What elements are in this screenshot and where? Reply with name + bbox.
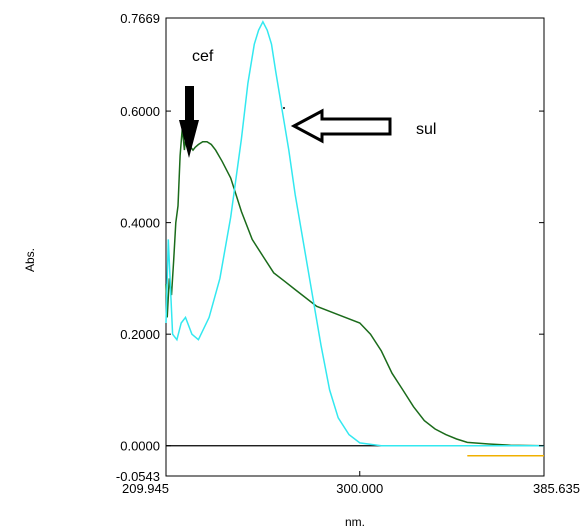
y-tick-label: -0.0543 (116, 469, 160, 484)
down-arrow-icon (179, 86, 199, 158)
y-axis-label: Abs. (23, 248, 37, 272)
left-arrow-icon (290, 108, 392, 144)
y-tick-label: 0.0000 (120, 439, 160, 454)
annotation-cef-label: cef (192, 48, 214, 65)
y-tick-label: 0.2000 (120, 327, 160, 342)
plot-frame (165, 17, 545, 477)
series-cef-line (165, 121, 545, 447)
y-tick-label: 0.4000 (120, 216, 160, 231)
annotation-sul-label: sul (416, 121, 436, 138)
x-axis-label: nm. (345, 515, 365, 529)
x-tick-label: 209.945 (122, 481, 169, 496)
series-sul-line (165, 20, 544, 447)
x-tick-label: 300.000 (336, 481, 383, 496)
marker-dot (283, 107, 285, 109)
y-tick-label: 0.7669 (120, 11, 160, 26)
x-tick-label: 385.635 (533, 481, 580, 496)
y-tick-label: 0.6000 (120, 104, 160, 119)
